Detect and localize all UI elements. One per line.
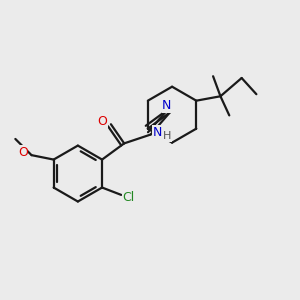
Text: O: O xyxy=(18,146,28,159)
Text: O: O xyxy=(98,116,108,128)
Text: Cl: Cl xyxy=(122,191,135,204)
Text: N: N xyxy=(162,100,172,112)
Text: N: N xyxy=(152,126,162,139)
Text: H: H xyxy=(163,131,171,141)
